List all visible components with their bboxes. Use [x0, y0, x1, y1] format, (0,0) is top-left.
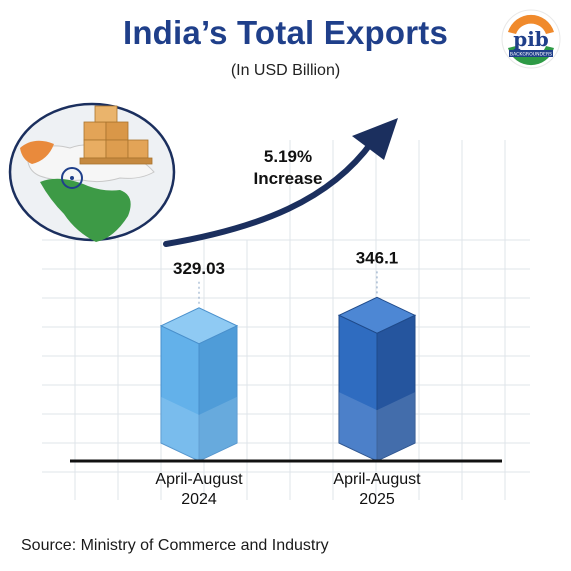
india-map-illustration	[8, 102, 176, 242]
x-tick-label-2: April-August 2025	[333, 471, 421, 508]
chart-title: India’s Total Exports	[122, 14, 449, 51]
bar-value-label-2: 346.1	[356, 248, 399, 267]
increase-annotation: 5.19% Increase	[254, 147, 323, 188]
pib-logo: pib BACKGROUNDERS	[501, 9, 561, 69]
chart-subtitle: (In USD Billion)	[230, 62, 341, 79]
source-note: Source: Ministry of Commerce and Industr…	[21, 537, 329, 554]
logo-caption: BACKGROUNDERS	[510, 52, 552, 58]
x-tick-label-1: April-August 2024	[155, 471, 243, 508]
increase-arrow-head	[352, 118, 398, 160]
logo-text: pib	[513, 27, 549, 51]
increase-arrow-shaft	[163, 139, 375, 247]
bar-value-label-1: 329.03	[173, 259, 225, 278]
bar-1	[159, 307, 239, 462]
bar-2	[337, 296, 417, 462]
